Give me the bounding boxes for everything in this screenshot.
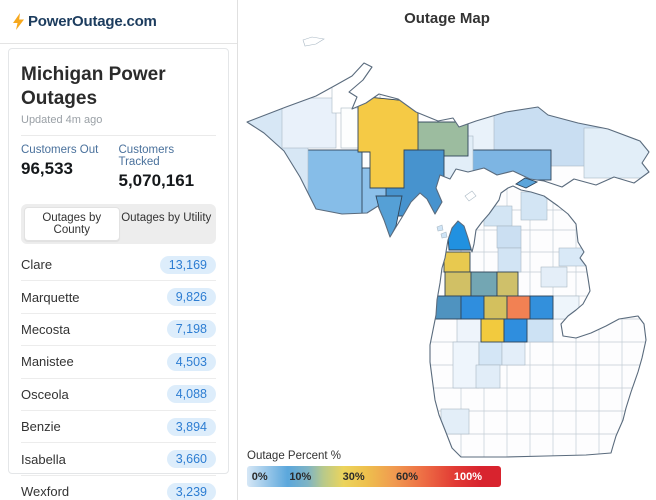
county-roscommon[interactable]	[506, 295, 531, 320]
county-gladwin[interactable]	[526, 318, 554, 343]
county-name: Osceola	[21, 386, 69, 402]
county-chippewa-east[interactable]	[583, 127, 656, 179]
tab-outages-by-utility[interactable]: Outages by Utility	[121, 212, 212, 224]
county-benzie[interactable]	[443, 251, 471, 273]
lightning-bolt-icon	[13, 13, 24, 30]
county-row[interactable]: Clare 13,169	[21, 249, 216, 282]
legend-tick-label: 0%	[251, 470, 268, 483]
legend-tick-label: 100%	[453, 470, 483, 483]
left-column: PowerOutage.com Michigan Power Outages U…	[0, 0, 237, 500]
county-ontonagon[interactable]	[281, 97, 337, 149]
outage-summary-card: Michigan Power Outages Updated 4m ago Cu…	[8, 48, 229, 500]
county-newaygo[interactable]	[452, 341, 480, 389]
legend-tick-label: 30%	[342, 470, 365, 483]
county-mecosta[interactable]	[478, 341, 503, 366]
county-kalkaska[interactable]	[470, 271, 498, 297]
county-charlevoix[interactable]	[483, 205, 513, 227]
legend-title: Outage Percent %	[247, 450, 341, 462]
county-crawford[interactable]	[496, 271, 519, 297]
county-outage-count: 4,503	[166, 352, 216, 371]
lower-peninsula-outline	[429, 185, 647, 458]
stat-label: Customers Out	[21, 144, 99, 156]
county-missaukee[interactable]	[483, 295, 508, 320]
map-panel: Outage Map Outage Percent	[237, 0, 656, 500]
county-otsego[interactable]	[497, 247, 522, 273]
county-outage-list: Clare 13,169 Marquette 9,826 Mecosta 7,198 Man…	[21, 249, 216, 500]
county-beaver-island[interactable]	[464, 190, 477, 202]
county-clare[interactable]	[503, 318, 528, 343]
county-outage-count: 3,894	[166, 417, 216, 436]
county-marquette[interactable]	[357, 95, 419, 189]
county-row[interactable]: Manistee 4,503	[21, 346, 216, 379]
county-lake[interactable]	[456, 318, 482, 343]
county-outage-count: 13,169	[159, 255, 216, 274]
county-name: Isabella	[21, 451, 66, 467]
county-row[interactable]: Mecosta 7,198	[21, 314, 216, 347]
map-title: Outage Map	[404, 10, 490, 27]
county-isabella[interactable]	[501, 341, 526, 366]
county-cheboygan[interactable]	[520, 191, 548, 221]
tab-bar: Outages by County Outages by Utility	[21, 204, 216, 244]
county-wexford[interactable]	[460, 295, 485, 320]
county-outage-count: 4,088	[166, 385, 216, 404]
page-title: Michigan Power Outages	[21, 64, 166, 109]
updated-timestamp: Updated 4m ago	[21, 114, 103, 126]
brand-name: PowerOutage.com	[28, 13, 157, 30]
divider	[21, 135, 216, 136]
county-antrim[interactable]	[496, 225, 522, 249]
county-allegan[interactable]	[440, 408, 470, 435]
stat-value: 96,533	[21, 159, 73, 178]
county-name: Mecosta	[21, 321, 71, 337]
upper-peninsula-outline	[246, 62, 650, 238]
legend-gradient-bar: 0% 10% 30% 60% 100%	[247, 466, 501, 487]
county-row[interactable]: Isabella 3,660	[21, 443, 216, 476]
site-header: PowerOutage.com	[0, 0, 237, 44]
county-row[interactable]: Osceola 4,088	[21, 379, 216, 411]
stats-row: Customers Out 96,533 Customers Tracked 5…	[21, 144, 216, 191]
county-name: Manistee	[21, 354, 74, 370]
county-ogemaw[interactable]	[529, 295, 554, 320]
map-legend: Outage Percent % 0% 10% 30% 60% 100%	[247, 450, 501, 487]
county-row[interactable]: Wexford 3,239	[21, 476, 216, 500]
county-montcalm[interactable]	[475, 364, 501, 389]
county-menominee[interactable]	[375, 195, 403, 238]
county-manitou-island-north[interactable]	[436, 224, 444, 232]
county-iron[interactable]	[305, 149, 363, 215]
legend-tick-label: 10%	[289, 470, 312, 483]
county-row[interactable]: Benzie 3,894	[21, 411, 216, 444]
legend-tick-label: 60%	[396, 470, 419, 483]
county-bois-blanc-island[interactable]	[515, 177, 539, 189]
islands-group	[302, 36, 539, 239]
county-name: Marquette	[21, 289, 80, 305]
county-row[interactable]: Marquette 9,826	[21, 281, 216, 314]
county-name: Clare	[21, 257, 53, 273]
county-outage-count: 7,198	[166, 320, 216, 339]
county-alcona[interactable]	[540, 266, 568, 288]
site-logo[interactable]: PowerOutage.com	[12, 13, 157, 30]
stat-customers-out: Customers Out 96,533	[21, 144, 119, 191]
county-outage-count: 9,826	[166, 288, 216, 307]
tab-outages-by-county[interactable]: Outages by County	[24, 207, 120, 241]
county-manitou-island-south[interactable]	[440, 231, 448, 239]
stat-value: 5,070,161	[118, 171, 195, 190]
michigan-outage-map[interactable]	[246, 0, 656, 500]
stat-customers-tracked: Customers Tracked 5,070,161	[119, 144, 217, 191]
county-isle-royale[interactable]	[302, 36, 325, 47]
county-name: Benzie	[21, 419, 61, 435]
county-name: Wexford	[21, 484, 70, 500]
county-leelanau[interactable]	[447, 218, 472, 251]
county-osceola[interactable]	[480, 318, 505, 343]
county-outage-count: 3,660	[166, 450, 216, 469]
county-outage-count: 3,239	[166, 482, 216, 500]
upper-peninsula-region	[247, 63, 656, 238]
stat-label: Customers Tracked	[118, 144, 175, 168]
county-iosco[interactable]	[552, 295, 580, 320]
county-grand-traverse[interactable]	[444, 271, 472, 297]
